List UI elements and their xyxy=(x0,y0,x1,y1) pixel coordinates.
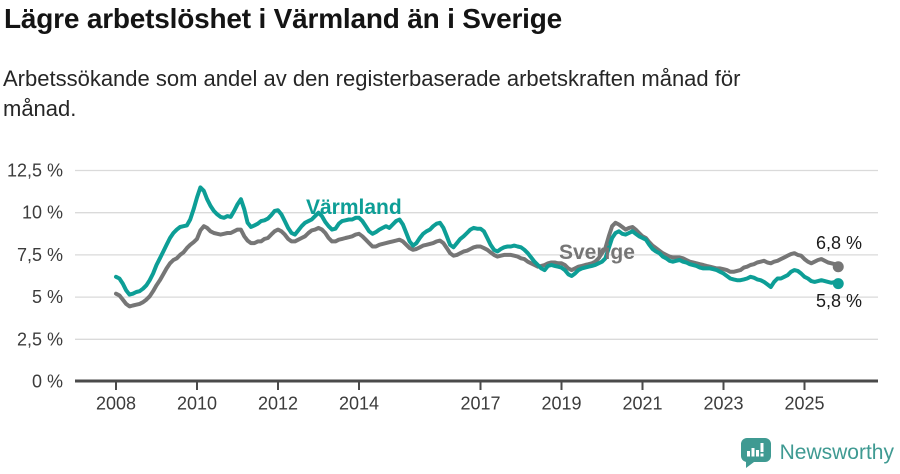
y-tick-label: 5 % xyxy=(32,287,63,307)
sverige-line xyxy=(114,220,841,309)
y-axis-tick-labels: 0 % 2,5 % 5 % 7,5 % 10 % 12,5 % xyxy=(7,161,63,392)
series-end-dots xyxy=(832,261,844,290)
y-tick-label: 2,5 % xyxy=(17,329,63,349)
brand-footer: Newsworthy xyxy=(740,437,894,468)
x-tick-label: 2025 xyxy=(784,394,824,414)
newsworthy-logo-icon xyxy=(740,438,771,468)
varmland-series-label: Värmland xyxy=(306,196,402,219)
x-tick-label: 2017 xyxy=(460,394,500,414)
gridlines xyxy=(75,169,878,340)
sverige-end-value-label: 6,8 % xyxy=(815,233,862,253)
vrmland-end-dot xyxy=(832,278,844,290)
sverige-series-label: Sverige xyxy=(559,241,635,264)
y-tick-label: 12,5 % xyxy=(7,161,63,181)
sverige-end-dot xyxy=(832,261,844,273)
series-lines xyxy=(114,185,841,309)
y-tick-label: 10 % xyxy=(22,203,63,223)
x-axis: 2008 2010 2012 2014 2017 2019 2021 2023 2025 xyxy=(75,379,878,414)
chart-title: Lägre arbetslöshet i Värmland än i Sveri… xyxy=(4,3,563,34)
x-tick-label: 2019 xyxy=(541,394,581,414)
brand-name: Newsworthy xyxy=(779,440,894,464)
y-tick-label: 7,5 % xyxy=(17,245,63,265)
x-tick-label: 2021 xyxy=(622,394,662,414)
x-tick-label: 2023 xyxy=(703,394,743,414)
varmland-end-value-label: 5,8 % xyxy=(815,291,862,311)
x-tick-label: 2010 xyxy=(177,394,217,414)
chart-subtitle: Arbetssökande som andel av den registerb… xyxy=(3,66,741,121)
vrmland-line xyxy=(114,185,841,297)
x-tick-label: 2012 xyxy=(258,394,298,414)
y-tick-label: 0 % xyxy=(32,372,63,392)
x-tick-label: 2014 xyxy=(339,394,379,414)
x-tick-label: 2008 xyxy=(96,394,136,414)
